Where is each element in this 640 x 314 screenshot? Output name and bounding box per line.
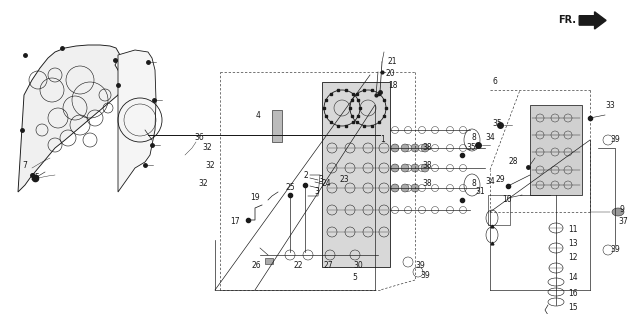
Circle shape bbox=[401, 144, 409, 152]
Circle shape bbox=[391, 164, 399, 172]
Text: 32: 32 bbox=[202, 143, 212, 153]
Text: 26: 26 bbox=[251, 262, 261, 270]
Circle shape bbox=[411, 144, 419, 152]
Text: 30: 30 bbox=[353, 262, 363, 270]
Text: 19: 19 bbox=[250, 193, 260, 203]
Circle shape bbox=[421, 164, 429, 172]
FancyBboxPatch shape bbox=[530, 105, 582, 195]
FancyBboxPatch shape bbox=[265, 258, 273, 264]
Text: 29: 29 bbox=[495, 176, 505, 185]
Text: 23: 23 bbox=[340, 176, 349, 185]
Text: 24: 24 bbox=[322, 180, 332, 188]
Circle shape bbox=[391, 144, 399, 152]
Text: 34: 34 bbox=[485, 177, 495, 187]
Text: 32: 32 bbox=[205, 160, 214, 170]
Text: 39: 39 bbox=[610, 246, 620, 255]
Ellipse shape bbox=[612, 208, 624, 216]
Text: 18: 18 bbox=[388, 80, 397, 89]
Text: 39: 39 bbox=[415, 261, 425, 269]
Polygon shape bbox=[118, 50, 156, 192]
Polygon shape bbox=[18, 45, 122, 192]
Text: 5: 5 bbox=[353, 273, 357, 283]
Text: 2: 2 bbox=[304, 171, 308, 180]
Text: 20: 20 bbox=[385, 68, 395, 78]
Text: 34: 34 bbox=[485, 133, 495, 143]
Circle shape bbox=[391, 184, 399, 192]
Text: 39: 39 bbox=[610, 136, 620, 144]
Text: 35: 35 bbox=[492, 120, 502, 128]
Text: 7: 7 bbox=[22, 160, 27, 170]
FancyBboxPatch shape bbox=[322, 82, 390, 267]
Text: 36: 36 bbox=[194, 133, 204, 143]
Text: 32: 32 bbox=[198, 178, 207, 187]
Text: 11: 11 bbox=[568, 225, 577, 235]
FancyBboxPatch shape bbox=[272, 110, 282, 142]
Text: 31: 31 bbox=[476, 187, 485, 197]
Text: 35: 35 bbox=[30, 174, 40, 182]
Circle shape bbox=[401, 164, 409, 172]
Text: 39: 39 bbox=[420, 270, 429, 279]
Text: 9: 9 bbox=[620, 205, 625, 214]
Text: 21: 21 bbox=[388, 57, 397, 67]
Text: 12: 12 bbox=[568, 253, 577, 263]
Text: 8: 8 bbox=[472, 178, 477, 187]
Text: 38: 38 bbox=[422, 143, 432, 153]
Text: 22: 22 bbox=[293, 262, 303, 270]
FancyArrow shape bbox=[579, 12, 606, 29]
Text: 27: 27 bbox=[323, 262, 333, 270]
Text: 10: 10 bbox=[502, 196, 511, 204]
Text: 15: 15 bbox=[568, 304, 578, 312]
Text: 13: 13 bbox=[568, 240, 578, 248]
Text: 38: 38 bbox=[422, 160, 432, 170]
Text: 17: 17 bbox=[230, 218, 240, 226]
Text: 14: 14 bbox=[568, 273, 578, 283]
Text: 16: 16 bbox=[568, 289, 578, 297]
Text: 4: 4 bbox=[255, 111, 260, 121]
Text: 35: 35 bbox=[466, 143, 476, 153]
Text: 33: 33 bbox=[605, 101, 615, 111]
Text: 3: 3 bbox=[314, 187, 319, 197]
Text: 28: 28 bbox=[509, 158, 518, 166]
Circle shape bbox=[401, 184, 409, 192]
Circle shape bbox=[411, 164, 419, 172]
Text: 6: 6 bbox=[493, 78, 497, 86]
Text: 8: 8 bbox=[472, 133, 477, 143]
Text: 1: 1 bbox=[380, 136, 385, 144]
Text: 38: 38 bbox=[422, 178, 432, 187]
Circle shape bbox=[411, 184, 419, 192]
Text: 25: 25 bbox=[285, 183, 294, 192]
Text: FR.: FR. bbox=[558, 15, 576, 25]
Text: 3: 3 bbox=[318, 176, 323, 185]
Text: 37: 37 bbox=[618, 218, 628, 226]
Circle shape bbox=[421, 144, 429, 152]
